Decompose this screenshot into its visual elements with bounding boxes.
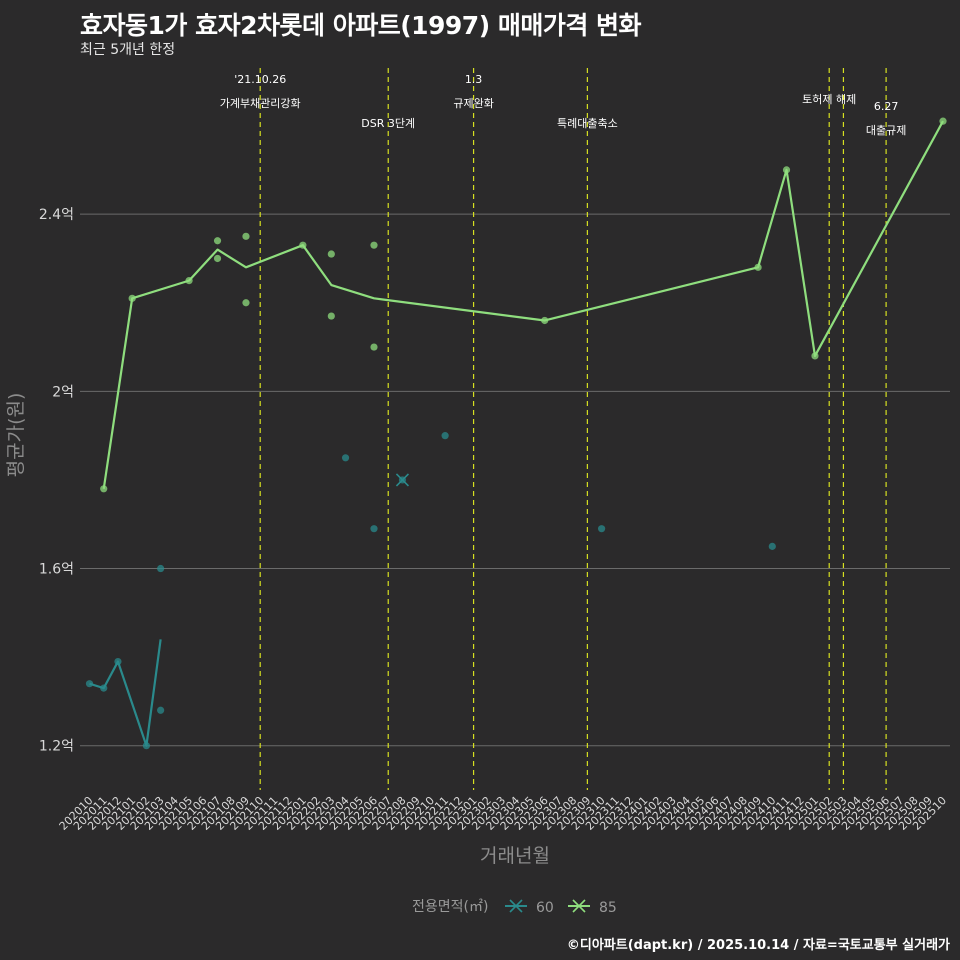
y-tick-label: 2억	[52, 384, 74, 400]
legend: 전용면적(㎡) 60 85	[412, 899, 617, 916]
data-point-85	[327, 312, 335, 320]
legend-item-60: 60	[505, 899, 554, 916]
cross-marker-60	[395, 473, 410, 487]
data-point-60	[341, 454, 350, 462]
series-line-60	[89, 639, 162, 747]
data-point-85	[299, 241, 307, 249]
event-date-label: 1.3	[465, 73, 483, 86]
data-point-60	[142, 742, 150, 750]
data-point-60	[157, 706, 165, 714]
cross-stroke	[395, 473, 410, 487]
data-point-85	[370, 343, 378, 351]
data-point-85	[811, 352, 819, 360]
data-point-85	[242, 299, 250, 307]
legend-title: 전용면적(㎡)	[412, 899, 488, 915]
event-label: 대출규제	[866, 124, 906, 137]
data-point-85	[128, 294, 136, 302]
legend-key-cross	[509, 899, 523, 913]
data-point-85	[100, 485, 108, 493]
source-caption: ©디아파트(dapt.kr) / 2025.10.14 / 자료=국토교통부 실…	[566, 938, 950, 953]
event-label: 토허제 해제	[802, 92, 856, 106]
data-point-85	[213, 237, 222, 245]
y-tick-label: 1.2억	[39, 739, 74, 755]
data-point-60	[157, 564, 165, 573]
grid-lines	[80, 213, 950, 747]
data-point-60	[114, 657, 122, 666]
event-label: DSR 3단계	[361, 117, 415, 130]
data-point-85	[754, 263, 762, 271]
data-point-85	[782, 166, 791, 174]
data-point-60	[85, 680, 94, 688]
legend-label: 85	[599, 900, 617, 916]
y-axis: 1.2억 1.6억 2억 2.4억	[39, 207, 74, 755]
data-point-60	[370, 525, 378, 533]
y-tick-label: 1.6억	[39, 562, 74, 578]
data-point-85	[939, 117, 947, 125]
x-axis: 2020102020112020122021012021022021032021…	[57, 794, 949, 833]
data-point-85	[327, 250, 335, 258]
event-label: 특례대출축소	[557, 117, 618, 130]
series-line-85	[102, 120, 944, 489]
data-point-85	[370, 241, 378, 249]
chart-title: 효자동1가 효자2차롯데 아파트(1997) 매매가격 변화	[80, 11, 642, 40]
data-point-60	[441, 432, 449, 440]
event-date-label: 6.27	[874, 100, 899, 113]
data-point-60	[100, 684, 108, 692]
event-label: 가계부채관리강화	[220, 97, 301, 110]
series-layer	[85, 117, 947, 750]
y-axis-label: 평균가(원)	[5, 393, 27, 478]
data-point-60	[768, 542, 776, 550]
data-point-85	[242, 232, 250, 240]
event-label: 규제완화	[453, 97, 493, 110]
y-tick-label: 2.4억	[39, 207, 74, 223]
legend-label: 60	[536, 900, 554, 916]
data-point-60	[598, 525, 606, 533]
legend-key-cross	[572, 899, 586, 913]
chart-subtitle: 최근 5개년 한정	[80, 42, 176, 58]
event-date-label: '21.10.26	[234, 73, 286, 86]
data-point-85	[185, 277, 193, 285]
data-point-85	[213, 254, 222, 263]
legend-item-85: 85	[568, 899, 617, 916]
data-point-85	[541, 316, 549, 325]
x-axis-label: 거래년월	[480, 845, 550, 867]
